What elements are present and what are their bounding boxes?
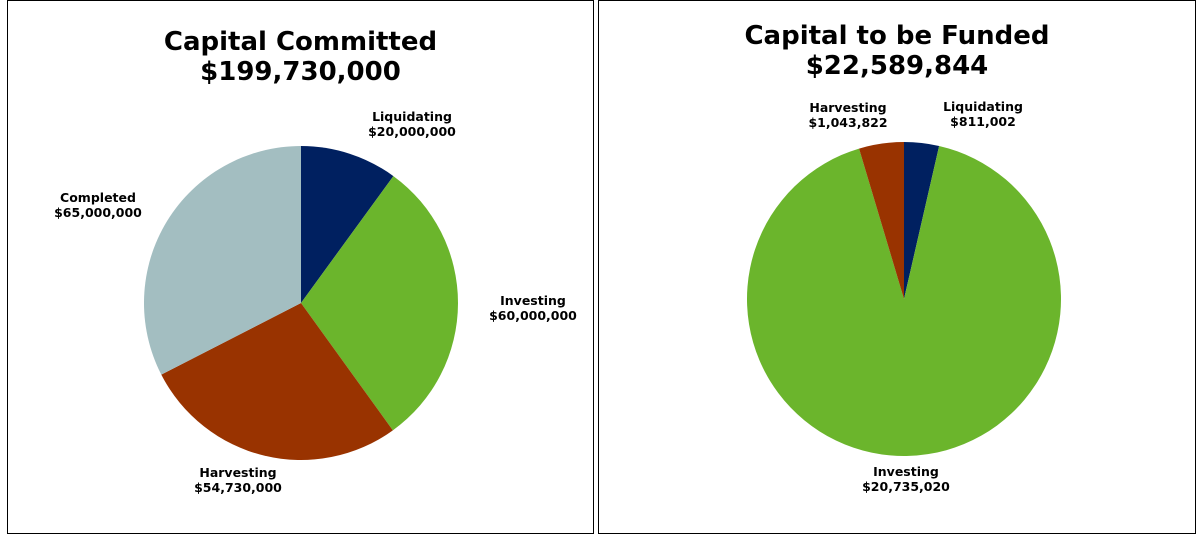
pie-slice-harvesting [859,142,904,299]
chart-panel-committed: Capital Committed $199,730,000 Liquidati… [7,0,594,534]
pie-slice-investing [301,176,458,431]
pie-slice-harvesting [161,303,393,461]
pie-slice-liquidating [904,142,940,299]
chart-title-line: Capital Committed [163,27,438,57]
pie-chart-funded: Liquidating $811,002 Investing $20,735,020 H… [747,99,1061,494]
data-label-harvesting: Harvesting $1,043,822 [808,100,887,130]
chart-subtitle-line: $199,730,000 [200,57,401,87]
chart-title-line: Capital to be Funded [744,21,1050,51]
data-label-completed: Completed $65,000,000 [54,190,142,220]
data-label-investing: Investing $20,735,020 [862,464,950,494]
pie-slice-investing [747,145,1061,457]
chart-subtitle-line: $22,589,844 [805,51,989,81]
data-label-investing: Investing $60,000,000 [489,293,577,323]
pie-slice-liquidating [301,146,394,303]
chart-title-funded: Capital to be Funded $22,589,844 [599,21,1195,81]
data-label-harvesting: Harvesting $54,730,000 [194,465,282,495]
data-label-liquidating: Liquidating $811,002 [943,99,1023,129]
chart-panel-funded: Capital to be Funded $22,589,844 Liquida… [598,0,1196,534]
chart-title-committed: Capital Committed $199,730,000 [8,27,593,87]
data-label-liquidating: Liquidating $20,000,000 [368,109,456,139]
pie-chart-committed: Liquidating $20,000,000 Investing $60,000,0… [54,109,577,495]
pie-slice-completed [144,146,301,375]
